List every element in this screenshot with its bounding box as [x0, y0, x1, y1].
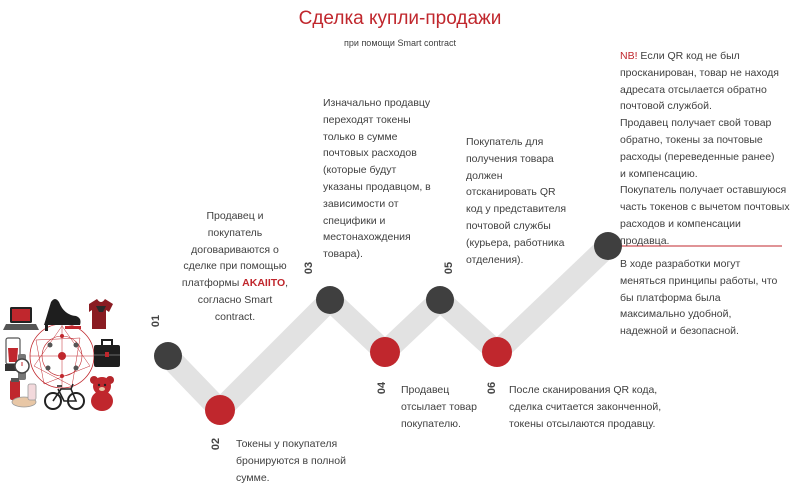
step-05-line: Покупатель для [466, 136, 544, 148]
step-05-line: почтовой службы [466, 219, 551, 232]
step-04-line: Продавец [401, 384, 450, 396]
nb-note-line: просканирован, товар не находя [620, 66, 779, 79]
step-05-line: отделения). [466, 253, 524, 266]
nb-note-line: часть токенов с вычетом почтовых [620, 201, 790, 214]
node-04 [370, 337, 400, 367]
brand-name: AKAIITO [242, 277, 286, 290]
step-05-line: отсканировать QR [466, 186, 556, 199]
nb-note-line: и компенсацию. [620, 167, 698, 180]
teddy-bear-icon [90, 376, 114, 411]
briefcase-icon [94, 339, 120, 367]
nb-note-first-line: NB! Если QR код не был [620, 50, 740, 62]
step-06-line: токены отсылаются продавцу. [509, 417, 656, 430]
step-01-line: contract. [214, 310, 256, 323]
nb-note-line: адресата отсылается обратно [620, 83, 767, 96]
nb-note-line: Покупатель получает оставшуюся [620, 184, 787, 197]
step-01-line: Продавец и [206, 210, 264, 222]
nb-note-line: продавца. [620, 234, 670, 247]
step-01-line: сделке при помощью [183, 260, 287, 273]
blender-icon [5, 337, 21, 371]
step-number-06: 06 [486, 381, 499, 395]
step-01-line: договариваются о [191, 243, 279, 256]
closing-note-line: бы платформа была [620, 291, 721, 304]
step-01-line: согласно Smart [197, 293, 273, 306]
step-03-line: почтовых расходов [323, 147, 417, 160]
step-03-line: местонахождения [323, 231, 411, 244]
nb-note-line: обратно, токены за почтовые [620, 133, 763, 146]
nb-note-line: Продавец получает свой товар [620, 117, 772, 130]
watch-icon [14, 354, 30, 380]
nb-note: NB! Если QR код не был просканирован, то… [620, 48, 790, 250]
closing-note: В ходе разработки могут меняться принцип… [620, 256, 777, 340]
step-03-line: Изначально продавцу [323, 97, 431, 109]
step-number-01: 01 [150, 314, 163, 328]
node-05 [426, 286, 454, 314]
network-hub-icon [29, 323, 95, 389]
node-01 [154, 342, 182, 370]
closing-note-line: надежной и безопасной. [620, 325, 739, 338]
step-03-text: Изначально продавцу переходят токены тол… [323, 95, 431, 263]
step-03-line: указаны продавцом, в [323, 180, 431, 193]
step-02-line: бронируются в полной [236, 454, 346, 467]
step-03-line: только в сумме [323, 130, 398, 143]
product-collage [3, 299, 120, 411]
nb-note-line: почтовой службой. [620, 100, 712, 113]
step-03-line: специфики и [323, 214, 386, 227]
step-01-text: Продавец и покупатель договариваются о с… [165, 208, 305, 326]
step-number-04: 04 [376, 381, 389, 395]
step-06-line: После сканирования QR кода, [509, 384, 658, 396]
step-05-text: Покупатель для получения товара должен о… [466, 134, 566, 268]
step-06-text: После сканирования QR кода, сделка счита… [509, 382, 661, 432]
step-06-line: сделка считается законченной, [509, 400, 662, 413]
step-03-line: (которые будут [323, 164, 397, 177]
nb-label: NB! [620, 50, 638, 62]
cosmetics-icon [10, 378, 37, 408]
step-01-line: покупатель [207, 226, 263, 239]
step-04-line: отсылает товар [401, 400, 477, 413]
step-05-line: (курьера, работника [466, 236, 565, 249]
high-heel-shoe-icon [44, 299, 81, 331]
page-title: Сделка купли-продажи [298, 8, 502, 29]
t-shirt-icon [89, 299, 113, 329]
nb-note-line: расходов и компенсации [620, 217, 741, 230]
node-03 [316, 286, 344, 314]
step-05-line: получения товара [466, 152, 554, 165]
page-subtitle: при помощи Smart contract [344, 38, 456, 48]
step-02-text: Токены у покупателя бронируются в полной… [236, 436, 346, 486]
step-05-line: код у представителя [466, 203, 567, 216]
closing-note-line: В ходе разработки могут [620, 258, 741, 270]
node-06 [482, 337, 512, 367]
step-03-line: переходят токены [323, 113, 411, 126]
laptop-icon [3, 307, 39, 330]
step-04-text: Продавец отсылает товар покупателю. [401, 382, 477, 432]
step-number-02: 02 [210, 437, 223, 451]
closing-note-line: максимально удобной, [620, 308, 732, 321]
step-03-line: зависимости от [323, 197, 399, 210]
bicycle-icon [44, 383, 85, 410]
step-02-line: сумме. [236, 471, 270, 484]
node-end [594, 232, 622, 260]
nb-note-line: расходы (переведенные ранее) [620, 150, 775, 163]
step-number-05: 05 [443, 261, 456, 275]
node-02 [205, 395, 235, 425]
closing-note-line: меняться принципы работы, что [620, 274, 778, 287]
step-04-line: покупателю. [401, 417, 461, 430]
step-05-line: должен [466, 169, 503, 182]
step-01-platform-line: платформы AKAIITO, [181, 277, 289, 290]
step-02-line: Токены у покупателя [236, 438, 338, 450]
step-03-line: товара). [323, 248, 363, 261]
